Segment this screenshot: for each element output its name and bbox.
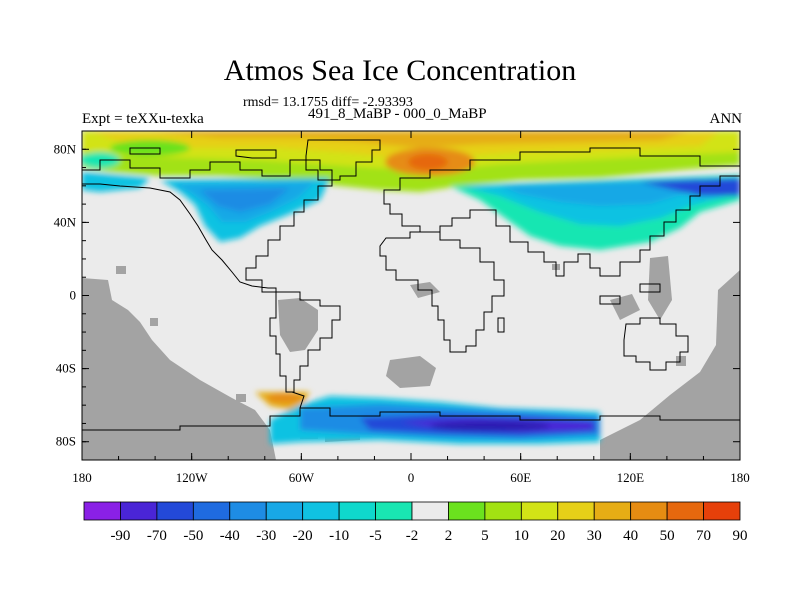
colorbar-swatch [703,501,741,521]
colorbar-label: 2 [445,528,453,544]
x-tick-label: 120E [617,470,645,485]
colorbar-label: 90 [733,528,748,544]
colorbar-labels: -90 -70 -50 -40 -30 -20 -10 -5 -2 2 5 10 20 30 40 50 70 9… [110,528,747,544]
colorbar-swatch [338,501,376,521]
y-tick-label: 40S [56,361,76,376]
colorbar-label: -30 [256,528,276,544]
colorbar-swatch [593,501,632,521]
x-tick-label: 60E [510,470,531,485]
colorbar-swatch [448,501,486,521]
colorbar-swatch [265,501,304,521]
page-title: Atmos Sea Ice Concentration [223,54,577,87]
colorbar-label: -90 [110,528,130,544]
y-tick-label: 80S [56,434,76,449]
x-tick-labels: 180 120W 60W 0 60E 120E 180 [72,470,750,485]
colorbar-swatch [411,501,449,521]
axis-ticks [81,130,741,461]
colorbar-swatch [630,501,668,521]
colorbar-swatch [666,501,704,521]
colorbar-label: -50 [183,528,203,544]
x-tick-label: 60W [289,470,315,485]
colorbar-label: -40 [220,528,240,544]
map-plot-area [82,131,740,460]
x-tick-label: 180 [730,470,750,485]
colorbar-label: 70 [696,528,711,544]
colorbar-label: -10 [329,528,349,544]
colorbar-label: -5 [369,528,382,544]
y-tick-label: 0 [70,288,77,303]
colorbar [83,501,741,521]
colorbar-label: 30 [587,528,602,544]
experiment-subtitle: 491_8_MaBP - 000_0_MaBP [308,106,487,122]
colorbar-swatch [156,501,194,521]
y-tick-labels: 80N 40N 0 40S 80S [54,141,77,448]
colorbar-label: 50 [660,528,675,544]
colorbar-swatch [375,501,413,521]
colorbar-swatch [484,501,522,521]
colorbar-swatch [302,501,340,521]
y-tick-label: 40N [54,214,77,229]
colorbar-swatch [192,501,231,521]
colorbar-label: 20 [550,528,565,544]
coastlines [82,139,740,431]
colorbar-swatch [83,501,121,521]
colorbar-swatch [520,501,559,521]
season-label: ANN [709,111,743,127]
colorbar-label: -2 [406,528,419,544]
x-tick-label: 120W [176,470,209,485]
colorbar-label: 10 [514,528,529,544]
colorbar-swatch [120,501,158,521]
colorbar-swatch [229,501,267,521]
x-tick-label: 180 [72,470,92,485]
colorbar-label: 5 [481,528,489,544]
rmsd-diff-stats: rmsd= 13.1755 diff= -2.93393 [243,95,413,110]
y-tick-label: 80N [54,141,77,156]
x-tick-label: 0 [408,470,415,485]
colorbar-label: 40 [623,528,638,544]
colorbar-label: -70 [147,528,167,544]
colorbar-label: -20 [293,528,313,544]
anomaly-field [82,131,740,444]
colorbar-swatch [557,501,595,521]
experiment-label: Expt = teXXu-texka [82,111,204,127]
